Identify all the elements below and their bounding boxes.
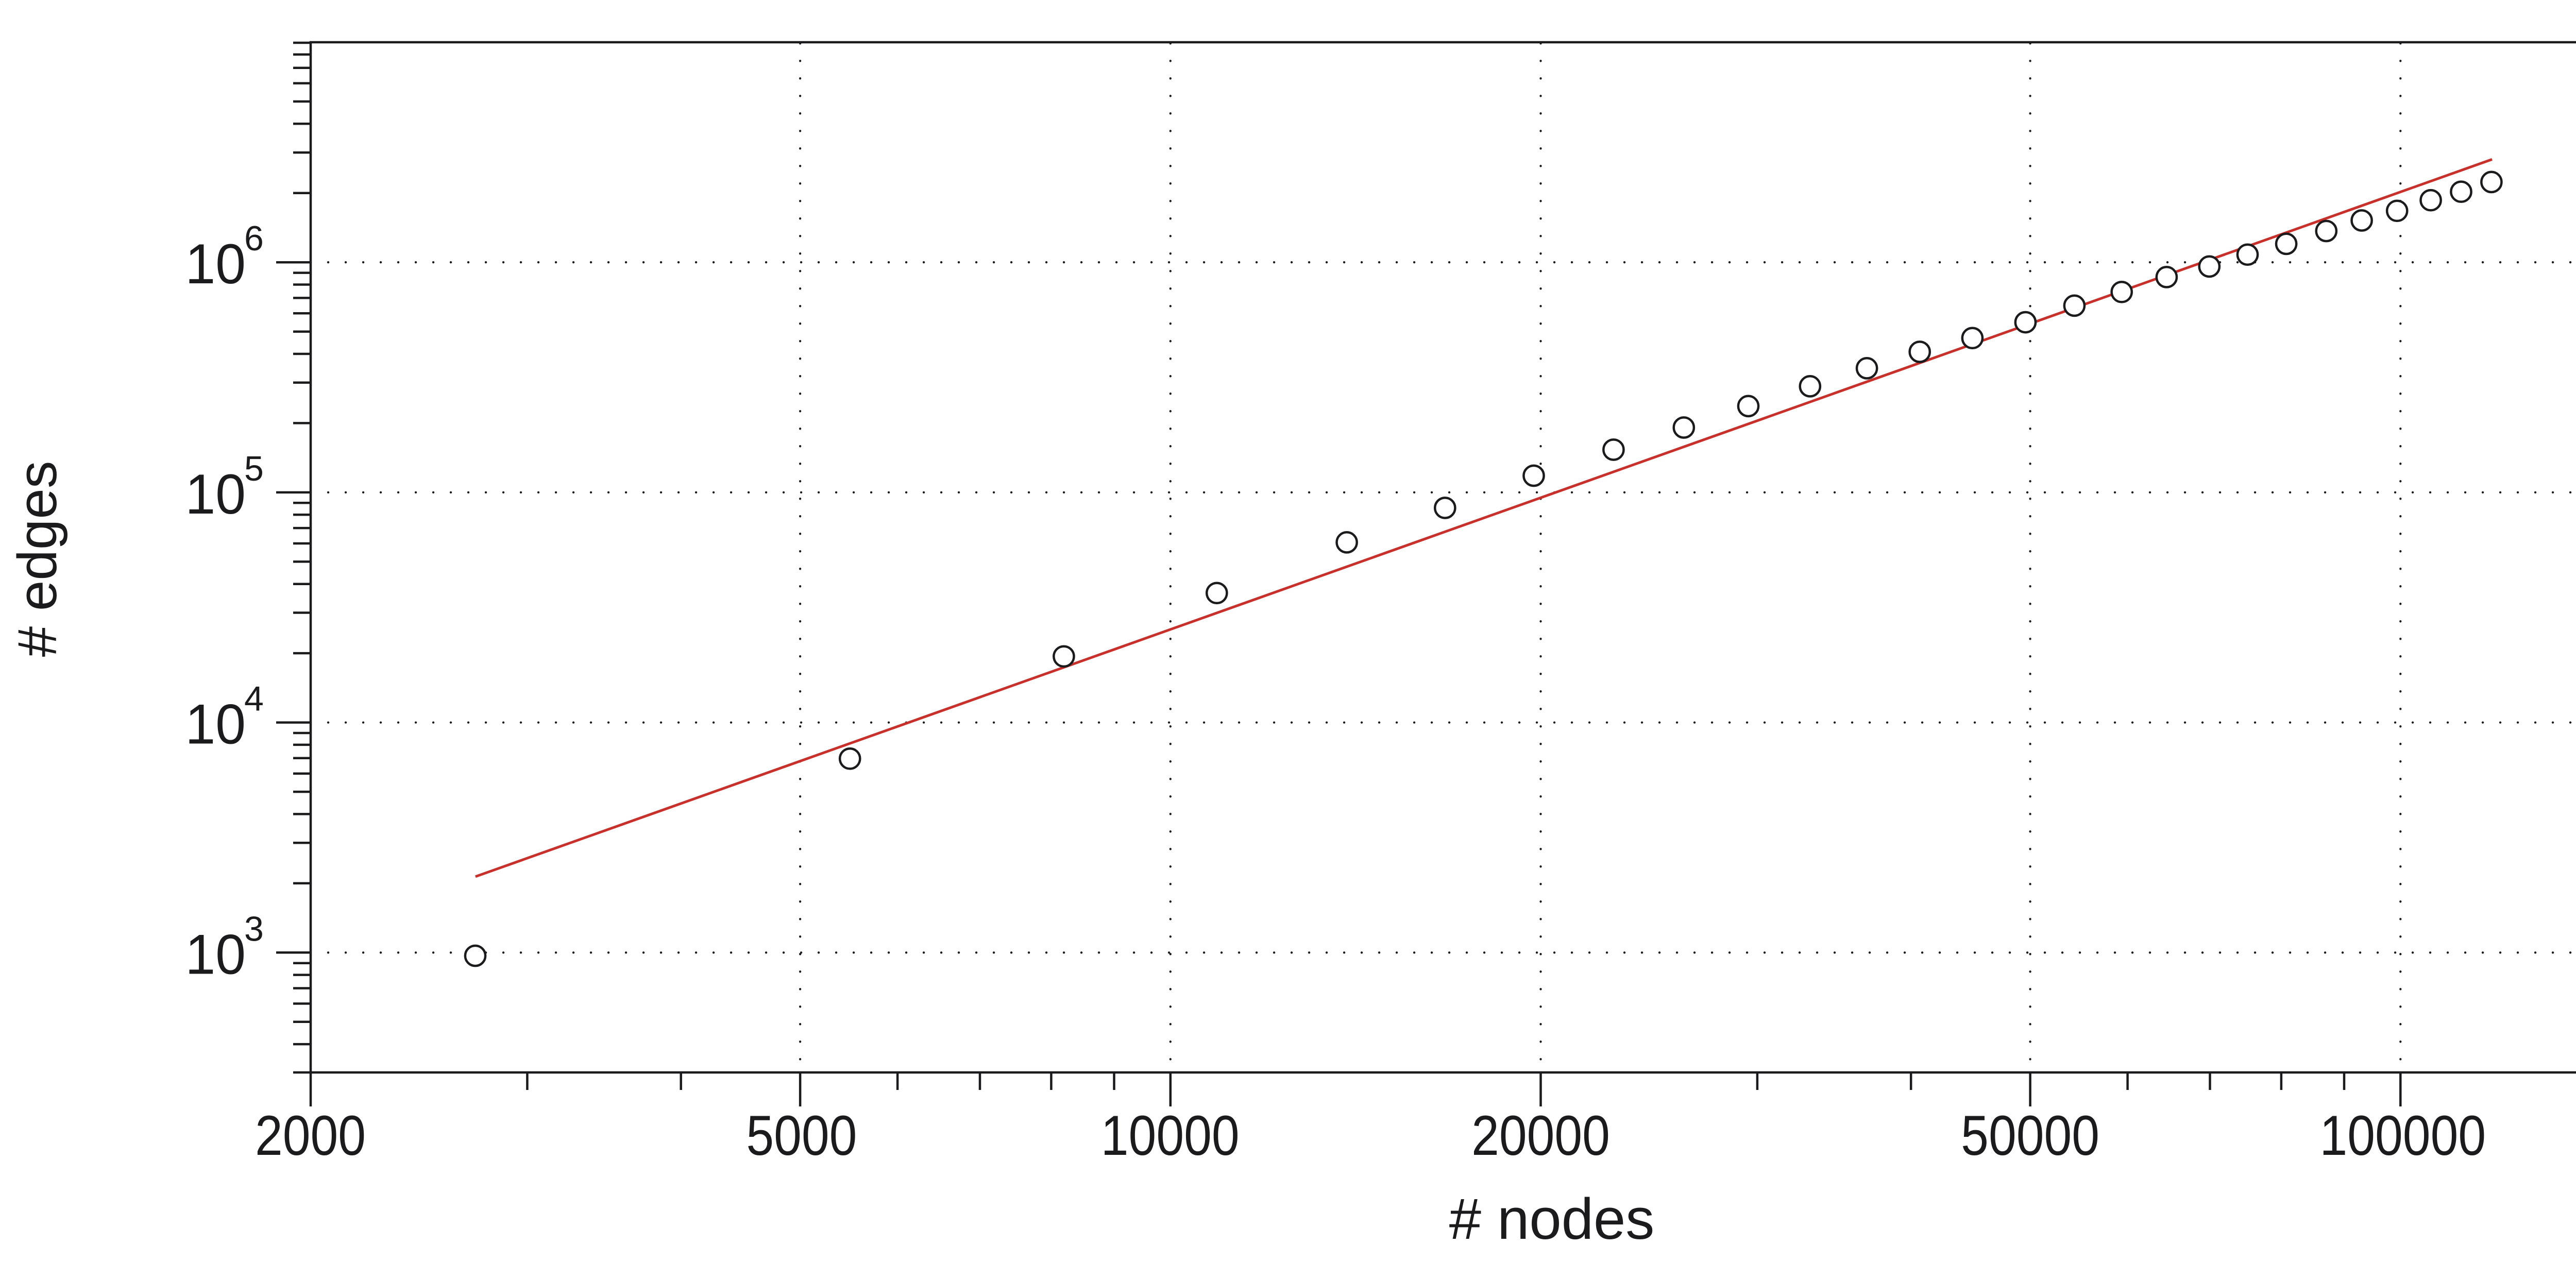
svg-text:10: 10	[185, 922, 246, 985]
svg-text:6: 6	[244, 219, 264, 258]
svg-text:# nodes: # nodes	[1449, 1187, 1655, 1251]
svg-text:# edges: # edges	[6, 461, 68, 657]
svg-text:10: 10	[185, 462, 246, 525]
svg-text:3: 3	[244, 909, 264, 948]
svg-text:10: 10	[185, 692, 246, 756]
svg-text:4: 4	[244, 679, 264, 719]
svg-text:10000: 10000	[1101, 1103, 1240, 1167]
svg-text:5: 5	[244, 449, 264, 488]
svg-text:100000: 100000	[2319, 1103, 2486, 1167]
svg-text:5000: 5000	[746, 1103, 857, 1167]
svg-text:10: 10	[185, 232, 246, 295]
svg-text:50000: 50000	[1961, 1103, 2099, 1167]
svg-text:2000: 2000	[255, 1103, 366, 1167]
svg-text:20000: 20000	[1471, 1103, 1610, 1167]
